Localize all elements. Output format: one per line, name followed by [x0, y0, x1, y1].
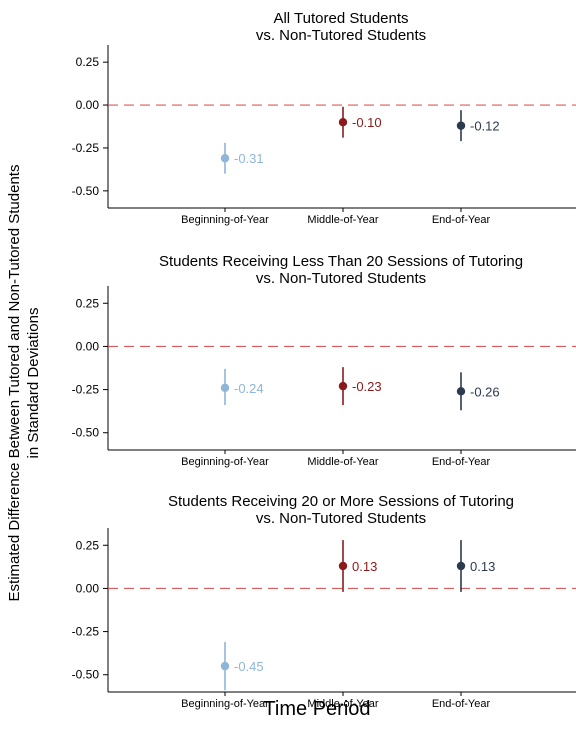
x-tick-label: End-of-Year	[432, 456, 491, 468]
data-point	[338, 118, 348, 127]
panel-title-line-1: Students Receiving 20 or More Sessions o…	[168, 493, 514, 510]
panel-title-line-1: All Tutored Students	[273, 10, 408, 27]
data-point	[338, 561, 348, 571]
y-tick-label: -0.25	[72, 141, 100, 155]
x-axis-label: Time Period	[263, 698, 370, 720]
y-tick-label: 0.25	[76, 538, 100, 552]
data-label: 0.13	[470, 559, 495, 574]
data-point	[220, 154, 230, 163]
x-tick-label: Beginning-of-Year	[181, 698, 269, 710]
panel-title-line-1: Students Receiving Less Than 20 Sessions…	[159, 253, 523, 270]
data-point	[220, 661, 230, 671]
data-point	[456, 561, 466, 571]
data-label: -0.24	[234, 381, 264, 396]
data-label: -0.23	[352, 379, 382, 394]
y-tick-label: -0.25	[72, 383, 100, 397]
y-axis-label-line-2: in Standard Deviations	[25, 308, 42, 459]
y-tick-label: -0.50	[72, 184, 100, 198]
data-label: -0.26	[470, 384, 500, 399]
y-tick-label: 0.00	[76, 581, 100, 595]
y-tick-label: -0.50	[72, 426, 100, 440]
panel-2: Students Receiving Less Than 20 Sessions…	[72, 253, 576, 468]
x-tick-label: End-of-Year	[432, 698, 491, 710]
panel-3: Students Receiving 20 or More Sessions o…	[72, 493, 576, 710]
data-point	[338, 381, 348, 391]
x-tick-label: Middle-of-Year	[307, 456, 378, 468]
y-tick-label: 0.25	[76, 55, 100, 69]
x-tick-label: Middle-of-Year	[307, 698, 378, 710]
data-label: -0.10	[352, 115, 382, 130]
y-tick-label: 0.00	[76, 98, 100, 112]
panel-title-line-2: vs. Non-Tutored Students	[256, 510, 426, 527]
x-tick-label: End-of-Year	[432, 214, 491, 226]
data-point	[456, 387, 466, 396]
panel-title-line-2: vs. Non-Tutored Students	[256, 270, 426, 287]
panel-title-line-2: vs. Non-Tutored Students	[256, 27, 426, 44]
x-tick-label: Middle-of-Year	[307, 214, 378, 226]
y-tick-label: 0.25	[76, 296, 100, 310]
y-tick-label: 0.00	[76, 339, 100, 353]
y-tick-label: -0.25	[72, 625, 100, 639]
y-tick-label: -0.50	[72, 668, 100, 682]
data-point	[220, 383, 230, 393]
x-tick-label: Beginning-of-Year	[181, 456, 269, 468]
data-label: -0.12	[470, 119, 500, 134]
data-label: -0.45	[234, 659, 264, 674]
y-axis-label-line-1: Estimated Difference Between Tutored and…	[6, 165, 23, 602]
data-point	[456, 121, 466, 130]
x-tick-label: Beginning-of-Year	[181, 214, 269, 226]
data-label: 0.13	[352, 559, 377, 574]
data-label: -0.31	[234, 151, 264, 166]
